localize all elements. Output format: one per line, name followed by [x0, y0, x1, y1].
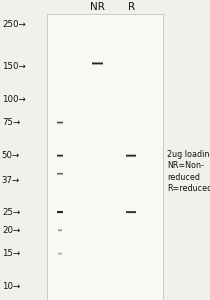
Text: 10→: 10→	[2, 282, 20, 291]
Text: 250→: 250→	[2, 20, 26, 29]
Text: 50→: 50→	[2, 151, 20, 160]
Text: 2ug loading
NR=Non-
reduced
R=reduced: 2ug loading NR=Non- reduced R=reduced	[167, 150, 210, 193]
Text: 25→: 25→	[2, 208, 20, 217]
Text: R: R	[128, 2, 135, 12]
Bar	[47, 14, 163, 300]
Text: 100→: 100→	[2, 94, 26, 103]
Text: 15→: 15→	[2, 249, 20, 258]
Text: NR: NR	[90, 2, 105, 12]
Text: 37→: 37→	[2, 176, 20, 184]
Text: 75→: 75→	[2, 118, 20, 127]
Text: 150→: 150→	[2, 61, 26, 70]
Text: 20→: 20→	[2, 226, 20, 235]
